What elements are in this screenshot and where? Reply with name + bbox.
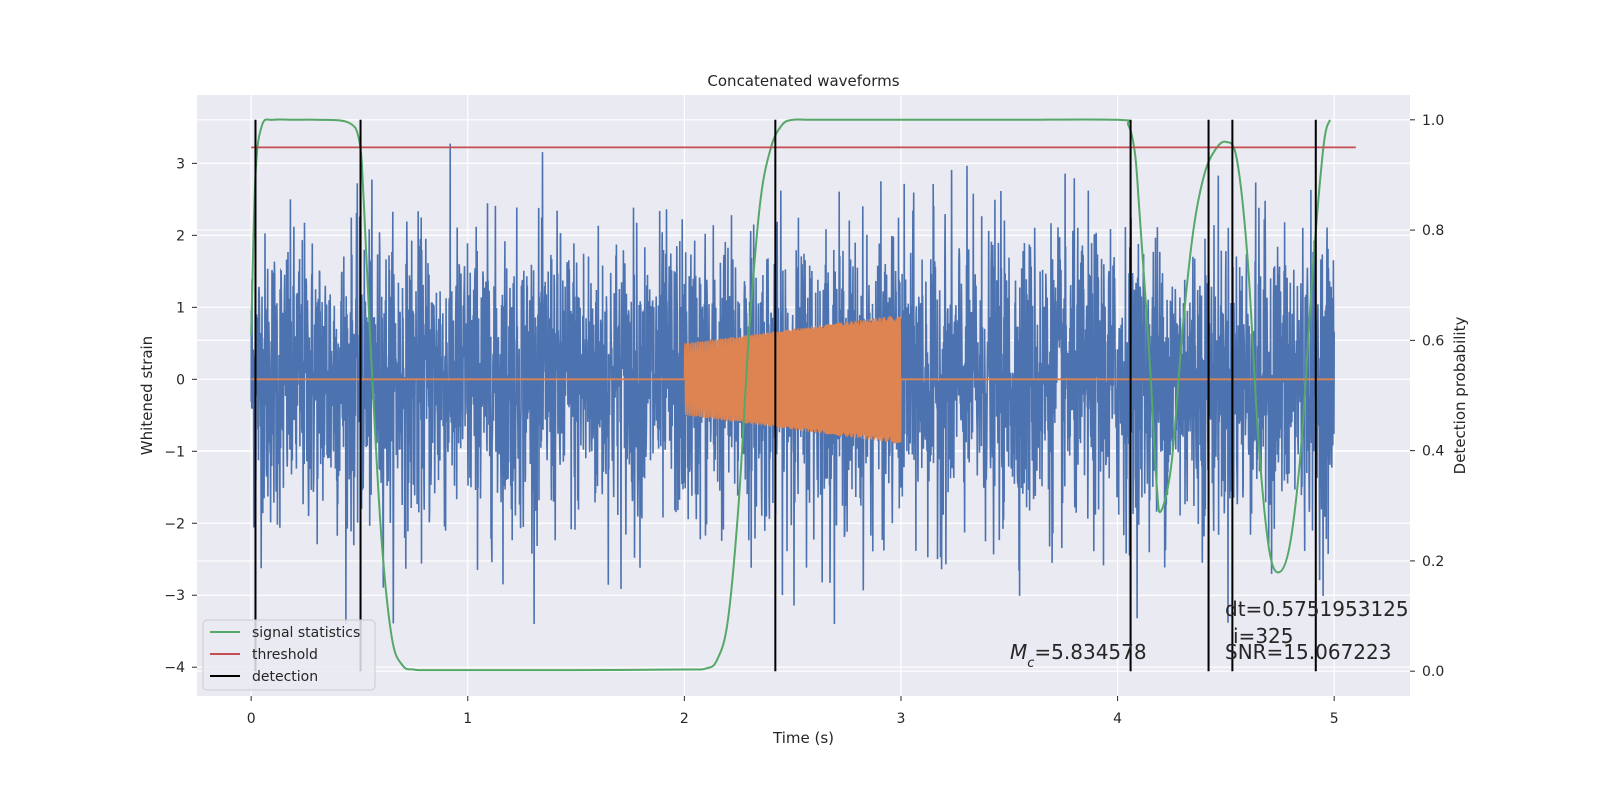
signal-statistics-line: [250, 118, 1331, 672]
x-tick-label: 5: [1330, 711, 1339, 727]
template-series: [251, 316, 1335, 444]
chirp-mass-annotation: Mc=5.834578: [1010, 640, 1147, 671]
y-tick-label: −2: [164, 516, 185, 532]
y-tick-label: 0: [176, 372, 185, 388]
strain-series: [250, 143, 1335, 625]
x-tick-label: 1: [463, 711, 472, 727]
chart-title: Concatenated waveforms: [707, 72, 899, 90]
legend-label-detection: detection: [252, 669, 318, 685]
template-chirp: [683, 316, 902, 444]
y2-tick-label: 0.8: [1422, 223, 1444, 239]
y-tick-label: 3: [176, 156, 185, 172]
y2-tick-label: 0.4: [1422, 444, 1444, 460]
x-tick-label: 2: [680, 711, 689, 727]
y-tick-label: −4: [164, 660, 185, 676]
x-tick-label: 4: [1113, 711, 1122, 727]
y2-tick-label: 1.0: [1422, 113, 1444, 129]
x-tick-label: 3: [897, 711, 906, 727]
y-tick-label: 1: [176, 300, 185, 316]
ticks: 0 1 2 3 4 5 −4 −3 −2 −1 0 1 2 3 0.0 0.2 0.4 0.6 0.8 1.0: [164, 113, 1444, 727]
y-tick-label: −1: [164, 444, 185, 460]
y2-tick-label: 0.2: [1422, 554, 1444, 570]
y-tick-label: 2: [176, 228, 185, 244]
dt-annotation: dt=0.5751953125: [1225, 597, 1409, 621]
legend-label-signal-statistics: signal statistics: [252, 625, 360, 641]
y2-tick-label: 0.6: [1422, 333, 1444, 349]
legend-box: [202, 619, 376, 691]
y2-axis-label: Detection probability: [1451, 317, 1469, 475]
snr-annotation: SNR=15.067223: [1225, 640, 1391, 664]
legend: signal statistics threshold detection: [202, 619, 376, 691]
y-tick-label: −3: [164, 588, 185, 604]
x-tick-label: 0: [247, 711, 256, 727]
x-axis-label: Time (s): [772, 729, 834, 747]
legend-label-threshold: threshold: [252, 647, 318, 663]
strain-line: [250, 143, 1335, 625]
index-annotation: i=325: [1233, 624, 1294, 648]
y2-tick-label: 0.0: [1422, 664, 1444, 680]
right-axis-series: [250, 118, 1356, 672]
y-axis-label: Whitened strain: [138, 336, 156, 455]
